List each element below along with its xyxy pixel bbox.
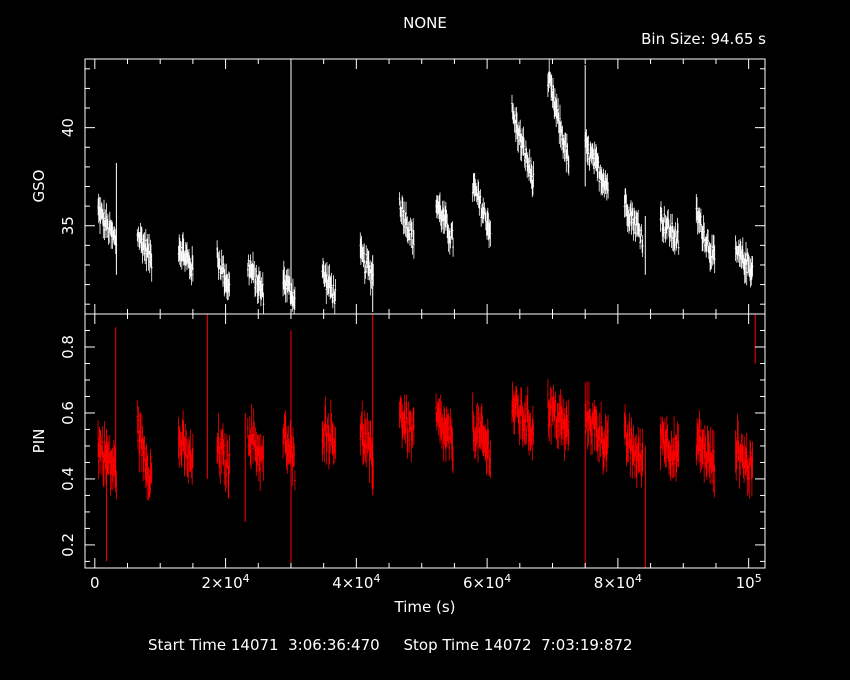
y-tick-label: 0.2 <box>59 533 77 557</box>
y-axis-label: GSO <box>30 170 48 203</box>
plot-axes <box>84 58 766 569</box>
x-tick-label: 2×104 <box>201 572 249 592</box>
pin-data-series <box>97 314 756 568</box>
x-tick-label: 6×104 <box>463 572 511 592</box>
panel-frame <box>84 58 766 315</box>
time-range-footer: Start Time 14071 3:06:36:470 Stop Time 1… <box>148 636 633 654</box>
y-axis-label: PIN <box>30 429 48 454</box>
y-tick-label: 0.6 <box>59 401 77 425</box>
gso-data-series <box>97 59 754 314</box>
x-tick-label: 8×104 <box>594 572 642 592</box>
y-tick-label: 40 <box>59 118 77 137</box>
bin-size-label: Bin Size: 94.65 s <box>641 30 766 48</box>
x-tick-label: 0 <box>90 574 100 592</box>
y-tick-label: 0.4 <box>59 467 77 491</box>
x-axis-label: Time (s) <box>394 598 456 616</box>
x-tick-label: 4×104 <box>332 572 380 592</box>
y-tick-label: 0.8 <box>59 335 77 359</box>
y-tick-label: 35 <box>59 216 77 235</box>
axis-labels: 35 40 GSO 0.2 0.4 0.6 0.8 PIN 0 2×104 4×104 6×104 8×… <box>30 118 762 616</box>
x-tick-label: 105 <box>736 572 762 592</box>
panel-frame <box>84 313 766 569</box>
chart-title: NONE <box>403 14 447 32</box>
